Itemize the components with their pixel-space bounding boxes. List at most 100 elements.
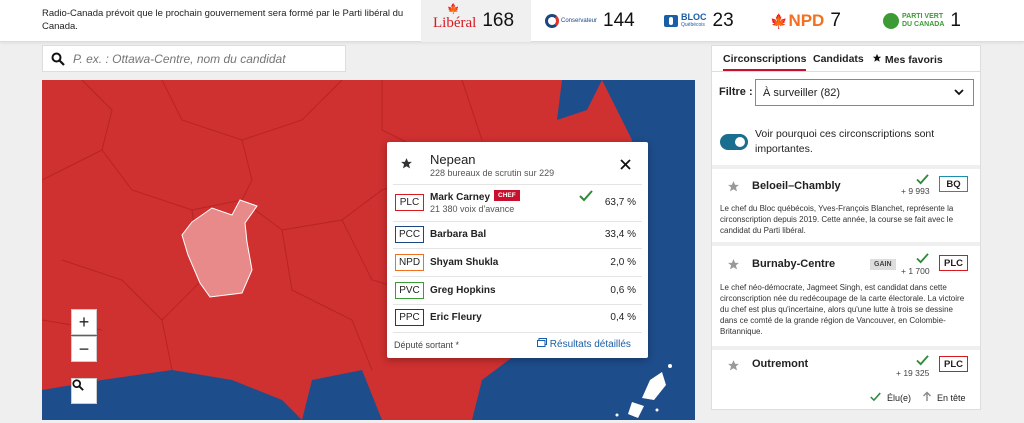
party-badge: PLC [395, 194, 424, 211]
toggle-label: Voir pourquoi ces circonscriptions sont … [755, 128, 935, 155]
elected-check-icon [579, 189, 593, 207]
polls-reported: 228 bureaux de scrutin sur 229 [430, 168, 555, 178]
check-icon [916, 251, 929, 269]
party-badge: BQ [939, 176, 968, 192]
seat-count: 23 [712, 10, 734, 31]
candidate-row[interactable]: PVC Greg Hopkins 0,6 % [393, 282, 642, 308]
riding-item[interactable]: Beloeil–Chambly + 9 993 BQ Le chef du Bl… [712, 169, 980, 242]
gain-badge: GAIN [870, 259, 896, 270]
party-badge: PLC [939, 356, 968, 372]
vote-percent: 33,4 % [604, 229, 636, 240]
candidate-row[interactable]: PLC Mark Carney CHEF 21 380 voix d'avanc… [393, 190, 642, 216]
tally-conservative[interactable]: Conservateur 144 [545, 0, 635, 42]
divider [393, 184, 642, 185]
favorite-star-icon[interactable] [727, 258, 740, 276]
riding-popup: Nepean 228 bureaux de scrutin sur 229 PL… [387, 142, 648, 358]
divider [393, 332, 642, 333]
candidate-name: Mark Carney [430, 192, 491, 203]
prediction-text: Radio-Canada prévoit que le prochain gou… [42, 8, 404, 32]
conservative-logo: Conservateur [545, 14, 597, 28]
importance-toggle[interactable] [720, 134, 748, 150]
zoom-in-button[interactable]: + [71, 309, 97, 335]
ridings-panel: Circonscriptions Candidats Mes favoris F… [711, 45, 981, 410]
divider [712, 242, 980, 246]
seat-count: 168 [482, 10, 515, 31]
candidate-row[interactable]: PCC Barbara Bal 33,4 % [393, 226, 642, 252]
detailed-results-link[interactable]: Résultats détaillés [537, 338, 631, 350]
tally-green[interactable]: PARTI VERT DU CANADA 1 [883, 0, 961, 42]
party-badge: PPC [395, 309, 424, 326]
check-icon [916, 172, 929, 190]
filter-select[interactable]: À surveiller (82) [755, 79, 974, 106]
conservative-c-icon [545, 14, 559, 28]
green-dot-icon [883, 13, 899, 29]
leading-arrow-icon [922, 391, 932, 404]
riding-name: Outremont [752, 358, 809, 370]
divider [712, 165, 980, 169]
tab-mes-favoris[interactable]: Mes favoris [872, 53, 943, 66]
panel-tabs: Circonscriptions Candidats Mes favoris [712, 46, 980, 72]
magnifier-icon [72, 379, 84, 391]
candidate-row[interactable]: PPC Eric Fleury 0,4 % [393, 309, 642, 335]
tally-ndp[interactable]: 🍁 NPD 7 [770, 0, 841, 42]
vote-percent: 63,7 % [604, 197, 636, 208]
tab-candidats[interactable]: Candidats [813, 53, 864, 65]
party-badge: NPD [395, 254, 424, 271]
vote-percent: 0,6 % [610, 285, 636, 296]
riding-name: Beloeil–Chambly [752, 180, 841, 192]
riding-item[interactable]: Outremont + 19 325 PLC [712, 350, 980, 386]
tally-liberal[interactable]: 🍁 Libéral 168 [421, 0, 531, 42]
vote-lead: 21 380 voix d'avance [430, 204, 515, 214]
party-badge: PLC [939, 255, 968, 271]
fleur-de-lis-icon [664, 15, 678, 27]
riding-search[interactable] [42, 45, 346, 72]
legend-elected: Élu(e) [887, 393, 912, 403]
vote-percent: 0,4 % [610, 312, 636, 323]
incumbent-note: Député sortant * [394, 340, 460, 350]
window-icon [537, 338, 547, 347]
riding-item[interactable]: Burnaby-Centre GAIN + 1 700 PLC Le chef … [712, 246, 980, 346]
ndp-logo: 🍁 NPD [770, 11, 825, 30]
maple-leaf-icon: 🍁 [770, 12, 788, 29]
candidate-name: Eric Fleury [430, 312, 482, 323]
favorite-star-icon[interactable] [400, 157, 413, 175]
divider [393, 221, 642, 222]
party-badge: PVC [395, 282, 424, 299]
bloc-logo: BLOC Québécois [664, 13, 707, 29]
vote-margin: + 1 700 [901, 266, 930, 276]
tab-circonscriptions[interactable]: Circonscriptions [723, 53, 807, 71]
riding-name: Burnaby-Centre [752, 258, 836, 270]
leader-badge: CHEF [494, 190, 520, 201]
results-header: Radio-Canada prévoit que le prochain gou… [0, 0, 1024, 42]
status-legend: Élu(e) En tête [712, 386, 980, 409]
seat-count: 1 [950, 10, 961, 31]
star-icon [872, 53, 882, 62]
vote-margin: + 19 325 [896, 368, 930, 378]
favorite-star-icon[interactable] [727, 180, 740, 198]
close-icon[interactable] [620, 157, 631, 175]
tally-bloc[interactable]: BLOC Québécois 23 [664, 0, 734, 42]
legend-leading: En tête [937, 393, 966, 403]
divider [393, 304, 642, 305]
chevron-down-icon [953, 86, 965, 101]
map-search-button[interactable] [71, 378, 97, 404]
divider [393, 248, 642, 249]
candidate-name: Greg Hopkins [430, 285, 496, 296]
seat-count: 7 [830, 10, 841, 31]
divider [712, 346, 980, 350]
zoom-out-button[interactable]: − [71, 336, 97, 362]
riding-description: Le chef néo-démocrate, Jagmeet Singh, es… [720, 283, 965, 336]
candidate-name: Barbara Bal [430, 229, 487, 240]
riding-name: Nepean [430, 152, 476, 167]
search-input[interactable] [73, 51, 333, 66]
green-logo: PARTI VERT DU CANADA [883, 13, 944, 29]
riding-description: Le chef du Bloc québécois, Yves-François… [720, 204, 954, 235]
vote-margin: + 9 993 [901, 186, 930, 196]
candidate-row[interactable]: NPD Shyam Shukla 2,0 % [393, 254, 642, 280]
vote-percent: 2,0 % [610, 257, 636, 268]
elected-check-icon [870, 392, 881, 404]
divider [393, 276, 642, 277]
favorite-star-icon[interactable] [727, 359, 740, 377]
candidate-name: Shyam Shukla [430, 257, 499, 268]
party-badge: PCC [395, 226, 424, 243]
